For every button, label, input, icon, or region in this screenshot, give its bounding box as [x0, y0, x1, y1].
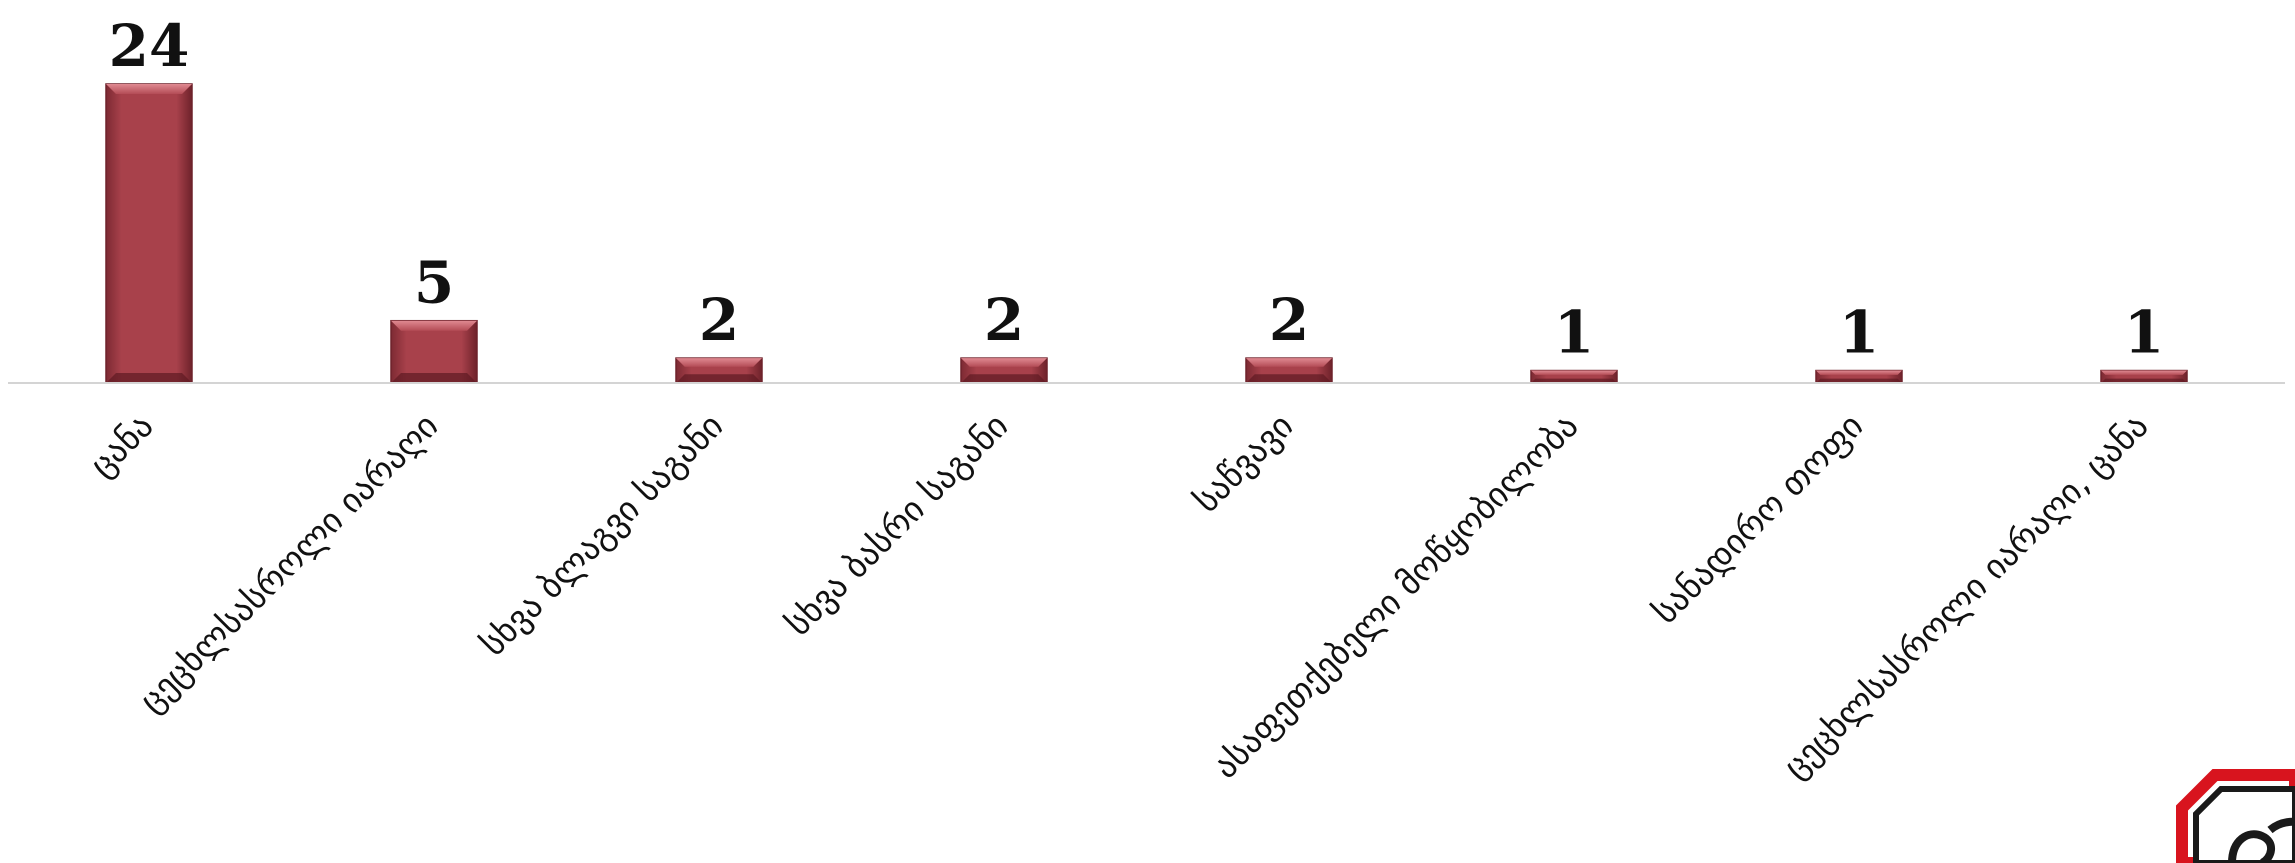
- bar-bevel: [1816, 370, 1902, 375]
- bar-4: [1245, 357, 1333, 384]
- value-label: 2: [699, 286, 739, 354]
- bar-shade: [1816, 378, 1902, 383]
- bar-shade: [1531, 378, 1617, 383]
- category-label: საწვავი: [1187, 406, 1302, 521]
- value-label: 2: [984, 286, 1024, 354]
- bar-rect: [105, 83, 193, 384]
- bar-bevel: [2101, 370, 2187, 375]
- bar-7: [2100, 369, 2188, 384]
- category-label: სანადირო თოფი: [1645, 406, 1871, 632]
- bars-layer: [105, 83, 2188, 384]
- value-label: 2: [1269, 286, 1309, 354]
- bar-bevel: [961, 358, 1047, 367]
- bar-shade: [2101, 378, 2187, 383]
- bar-6: [1815, 369, 1903, 384]
- bar-shade: [106, 373, 192, 383]
- bar-bevel: [1246, 358, 1332, 367]
- bar-5: [1530, 369, 1618, 384]
- value-label: 1: [1839, 299, 1879, 367]
- bar-2: [675, 357, 763, 384]
- bar-shade: [961, 374, 1047, 383]
- bar-1: [390, 319, 478, 384]
- bar-bevel: [391, 320, 477, 331]
- value-label: 1: [2124, 299, 2164, 367]
- category-label: სხვა ბასრი საგანი: [778, 406, 1016, 644]
- bar-bevel: [676, 358, 762, 367]
- bar-0: [105, 83, 193, 384]
- bar-shade: [676, 374, 762, 383]
- value-labels: 24 5 2 2 2 1 1 1: [109, 12, 2165, 367]
- category-label: ცანა: [82, 406, 161, 485]
- bar-3: [960, 357, 1048, 384]
- value-label: 5: [414, 249, 454, 317]
- bar-rect: [390, 319, 478, 384]
- bar-bevel: [1531, 370, 1617, 375]
- bar-shade: [391, 373, 477, 383]
- octagon-logo-icon: [2176, 769, 2295, 863]
- bar-bevel: [106, 84, 192, 94]
- value-label: 24: [109, 12, 190, 80]
- category-label: ცეცხლსასროლი იარაღი: [132, 406, 446, 720]
- value-label: 1: [1554, 299, 1594, 367]
- category-label: სხვა ბლაგვი საგანი: [473, 406, 731, 664]
- bar-shade: [1246, 374, 1332, 383]
